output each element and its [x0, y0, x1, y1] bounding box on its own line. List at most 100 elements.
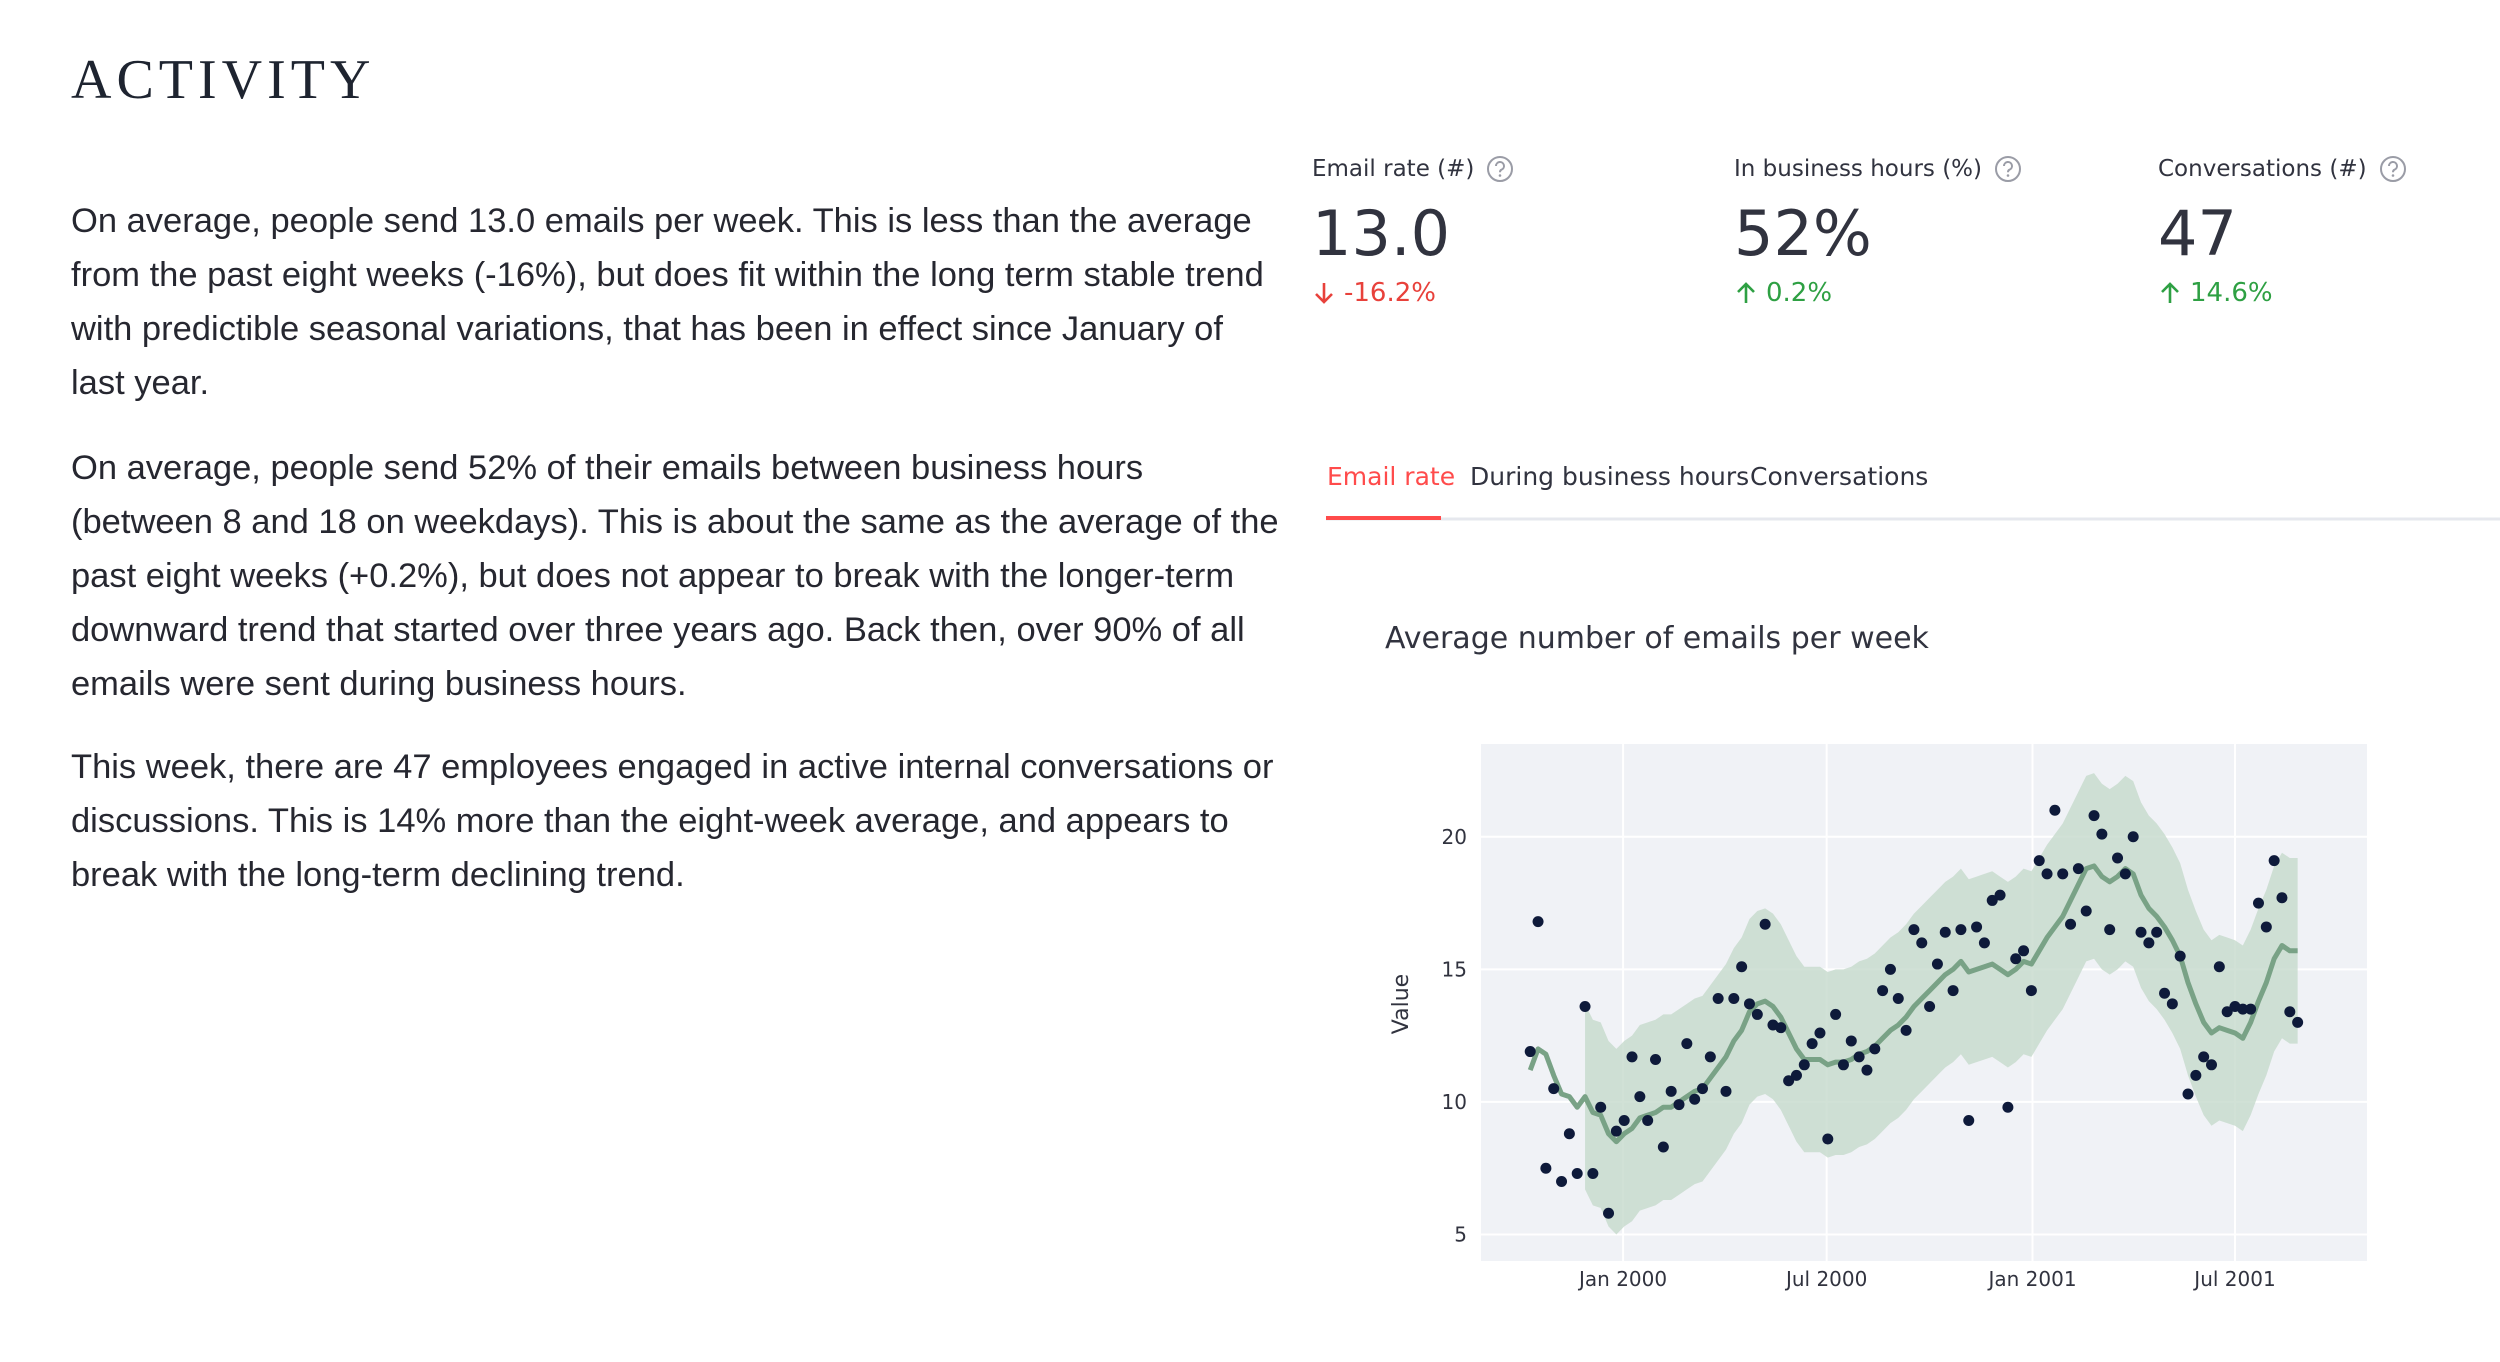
- help-icon[interactable]: [1486, 155, 1514, 183]
- data-point: [2018, 945, 2030, 957]
- data-point: [2206, 1059, 2218, 1071]
- data-point: [1806, 1038, 1818, 1050]
- data-point: [2268, 855, 2280, 867]
- data-point: [1618, 1114, 1630, 1126]
- data-point: [1775, 1022, 1787, 1034]
- metric-value: 47: [2158, 197, 2237, 270]
- metric-delta-row: 14.6%: [2158, 278, 2500, 308]
- data-point: [1642, 1114, 1654, 1126]
- data-point: [1947, 985, 1959, 997]
- tab[interactable]: Email rate: [1327, 462, 1456, 491]
- data-point: [1798, 1059, 1810, 1071]
- data-point: [1853, 1051, 1865, 1063]
- x-tick-label: Jan 2000: [1577, 1267, 1667, 1291]
- arrow-down-icon: [1315, 283, 1333, 304]
- paragraph: On average, people send 52% of their ema…: [71, 449, 1279, 703]
- data-point: [1712, 993, 1724, 1005]
- data-point: [2072, 863, 2084, 875]
- data-point: [1963, 1114, 1975, 1126]
- metric: Email rate (#) 13.0 -16.2%: [1312, 150, 1712, 308]
- y-tick-label: 15: [1442, 957, 1467, 981]
- help-icon[interactable]: [2379, 155, 2407, 183]
- active-tab-underline: [1326, 516, 1441, 520]
- data-point: [1931, 958, 1943, 970]
- data-point: [1587, 1168, 1599, 1180]
- data-point: [2245, 1003, 2257, 1015]
- data-point: [1845, 1035, 1857, 1047]
- data-point: [1673, 1099, 1685, 1111]
- data-point: [1924, 1000, 1936, 1012]
- metric-delta-row: 0.2%: [1734, 278, 2134, 308]
- data-point: [2252, 897, 2264, 909]
- data-point: [2080, 905, 2092, 917]
- data-point: [1720, 1085, 1732, 1097]
- data-point: [1986, 894, 1998, 906]
- paragraph: On average, people send 13.0 emails per …: [71, 202, 1264, 402]
- data-point: [1939, 926, 1951, 938]
- data-point: [2010, 953, 2022, 965]
- data-point: [1736, 961, 1748, 973]
- data-point: [1704, 1051, 1716, 1063]
- data-point: [2151, 926, 2163, 938]
- tab[interactable]: Conversations: [1750, 462, 1929, 491]
- data-point: [2033, 855, 2045, 867]
- data-point: [2237, 1003, 2249, 1015]
- data-point: [1556, 1175, 1568, 1187]
- metric-delta: 0.2%: [1766, 278, 1833, 308]
- metric-value: 13.0: [1312, 197, 1451, 270]
- data-point: [1524, 1046, 1536, 1058]
- metric-value: 52%: [1734, 197, 1872, 270]
- data-point: [2096, 828, 2108, 840]
- data-point: [1861, 1064, 1873, 1076]
- metric-label: Conversations (#): [2158, 156, 2367, 182]
- data-point: [2088, 810, 2100, 822]
- data-point: [1657, 1141, 1669, 1153]
- data-point: [1579, 1000, 1591, 1012]
- paragraph: This week, there are 47 employees engage…: [71, 748, 1274, 894]
- confidence-band: [1585, 773, 2298, 1235]
- metric-delta: 14.6%: [2190, 278, 2273, 308]
- data-point: [1814, 1027, 1826, 1039]
- arrow-up-icon: [2161, 282, 2179, 303]
- data-point: [1978, 937, 1990, 949]
- data-point: [1548, 1083, 1560, 1095]
- help-icon[interactable]: [1994, 155, 2022, 183]
- data-point: [2198, 1051, 2210, 1063]
- metric-label-row: Conversations (#): [2158, 150, 2500, 188]
- data-point: [1869, 1043, 1881, 1055]
- y-tick-label: 10: [1442, 1090, 1467, 1114]
- data-point: [2159, 987, 2171, 999]
- data-point: [1994, 889, 2006, 901]
- metric-delta: -16.2%: [1344, 278, 1436, 308]
- data-point: [1759, 918, 1771, 930]
- x-tick-label: Jan 2001: [1986, 1267, 2076, 1291]
- data-point: [1743, 998, 1755, 1010]
- x-tick-label: Jul 2001: [2192, 1267, 2275, 1291]
- data-point: [2260, 921, 2272, 933]
- metric-delta-row: -16.2%: [1312, 278, 1712, 308]
- data-point: [2049, 804, 2061, 816]
- data-point: [2284, 1006, 2296, 1018]
- data-point: [1650, 1054, 1662, 1066]
- tab[interactable]: During business hours: [1470, 462, 1750, 491]
- data-point: [2276, 892, 2288, 904]
- data-point: [1563, 1128, 1575, 1140]
- data-point: [1837, 1059, 1849, 1071]
- y-tick-label: 20: [1442, 825, 1467, 849]
- data-point: [2213, 961, 2225, 973]
- data-point: [1751, 1008, 1763, 1020]
- data-point: [1822, 1133, 1834, 1145]
- y-tick-label: 5: [1454, 1222, 1467, 1246]
- data-point: [1908, 924, 1920, 936]
- data-point: [1626, 1051, 1638, 1063]
- metric-label-row: Email rate (#): [1312, 150, 1712, 188]
- data-point: [2104, 924, 2116, 936]
- data-point: [2127, 831, 2139, 843]
- data-point: [2002, 1101, 2014, 1113]
- data-point: [1689, 1093, 1701, 1105]
- data-point: [1783, 1075, 1795, 1087]
- data-point: [1790, 1069, 1802, 1081]
- data-point: [2025, 985, 2037, 997]
- data-point: [1884, 963, 1896, 975]
- data-point: [2174, 950, 2186, 962]
